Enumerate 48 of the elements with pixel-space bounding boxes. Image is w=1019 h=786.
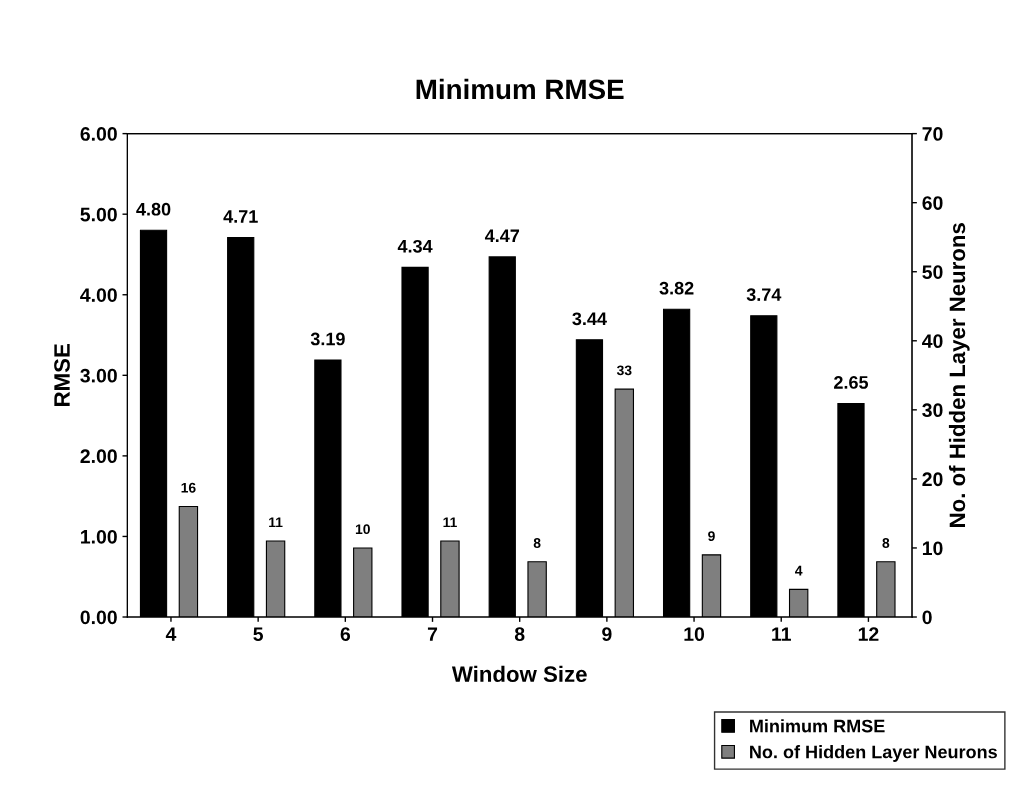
data-label: 3.74 [746, 288, 782, 302]
y2-tick-label: 0 [922, 610, 932, 625]
legend-label: Minimum RMSE [750, 719, 885, 733]
data-label: 10 [355, 524, 370, 535]
x-tick-label: 4 [165, 627, 177, 641]
y2-tick-label: 30 [922, 403, 943, 418]
y2-tick-label: 10 [922, 541, 943, 556]
data-label: 11 [443, 517, 457, 528]
data-label: 8 [533, 538, 541, 548]
y2-tick-label: 60 [922, 196, 943, 210]
x-tick-label: 6 [340, 627, 351, 642]
data-label: 3.82 [659, 281, 694, 295]
x-tick-label: 7 [427, 627, 438, 641]
data-label: 9 [708, 531, 715, 541]
data-label: 16 [181, 482, 196, 493]
y2-tick-label: 20 [922, 472, 943, 487]
x-tick-label: 11 [772, 627, 791, 641]
data-label: 8 [882, 538, 890, 548]
y-tick-label: 0.00 [80, 610, 117, 625]
y-axis-title: RMSE [54, 344, 70, 406]
y-tick-label: 4.00 [80, 288, 117, 302]
data-label: 4.47 [484, 229, 520, 243]
y2-axis-title: No. of Hidden Layer Neurons [948, 223, 970, 527]
y-tick-label: 1.00 [81, 529, 117, 544]
x-tick-label: 5 [253, 627, 264, 642]
data-label: 4.34 [397, 239, 433, 253]
data-label: 2.65 [834, 376, 869, 389]
legend-label: No. of Hidden Layer Neurons [750, 745, 997, 762]
y-tick-label: 5.00 [80, 207, 117, 222]
x-tick-label: 10 [684, 627, 705, 642]
data-label: 4.71 [223, 210, 258, 223]
data-label: 11 [269, 517, 283, 528]
y2-tick-label: 50 [922, 265, 943, 279]
data-label: 3.19 [310, 332, 345, 346]
y-tick-label: 6.00 [80, 127, 117, 141]
data-label: 33 [616, 365, 632, 376]
x-tick-label: 8 [514, 627, 525, 642]
y-tick-label: 2.00 [80, 449, 117, 464]
data-label: 4 [795, 565, 803, 576]
x-tick-label: 12 [858, 627, 879, 641]
y2-tick-label: 70 [922, 127, 943, 141]
y-tick-label: 3.00 [80, 368, 117, 383]
y2-tick-label: 40 [922, 334, 943, 349]
x-tick-label: 9 [602, 627, 612, 642]
data-label: 4.80 [136, 202, 171, 216]
data-label: 3.44 [572, 312, 607, 326]
chart-title: Minimum RMSE [416, 78, 624, 100]
x-axis-title: Window Size [451, 665, 587, 683]
